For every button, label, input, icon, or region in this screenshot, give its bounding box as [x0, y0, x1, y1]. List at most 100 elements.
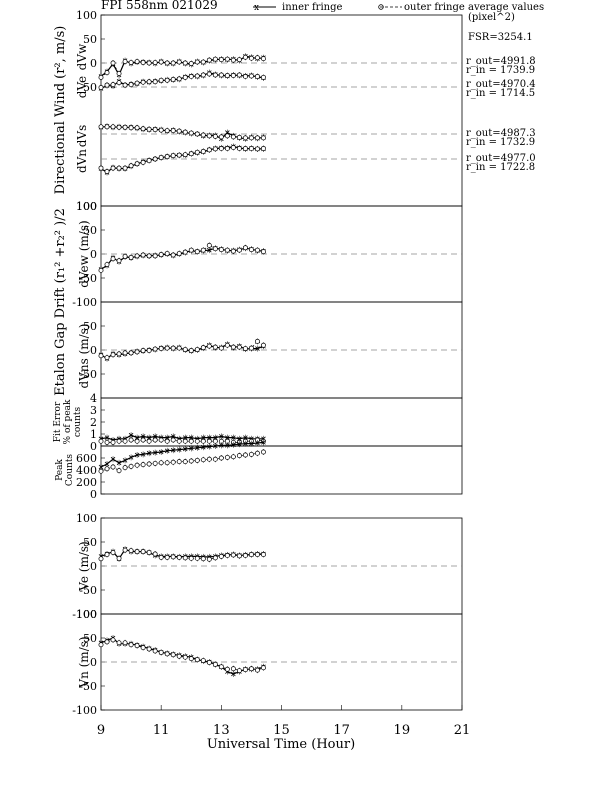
peak-panel-outer-point [194, 457, 200, 463]
ve-panel-ytick-label: 0 [90, 560, 97, 573]
wind-dvw-outer-point [140, 60, 146, 65]
vn-panel-outer-point [110, 637, 116, 643]
wind-dvw-outer-point [248, 55, 254, 61]
dvns-panel-outer-point [104, 355, 110, 361]
fit-error-panel-inner-point [146, 435, 152, 440]
peak-panel-outer-point [116, 468, 122, 474]
dvns-panel-outer-point [110, 352, 116, 358]
wind-panel-ytick-label: 100 [76, 200, 97, 213]
avg-title: average values [468, 2, 544, 13]
dvns-panel-outer-point [230, 344, 236, 350]
peak-panel-inner-point [261, 440, 266, 445]
avg-unit: (pixel^2) [468, 12, 515, 23]
dvew-panel-outer-point [242, 245, 248, 251]
dvns-panel-ytick-label: 0 [90, 344, 97, 357]
wind-dvw-outer-point [98, 74, 104, 80]
ve-panel-outer-point [194, 555, 200, 561]
wind-dvw-outer-point [230, 57, 236, 63]
wind-dve-outer-point [122, 82, 128, 88]
fit-error-panel-outer-point [212, 438, 218, 444]
legend-outer-label: outer fringe [404, 2, 465, 13]
dvns-panel-inner-line [100, 343, 264, 360]
wind-dve-outer-point [158, 77, 164, 83]
dvns-panel-outer-point [152, 346, 158, 352]
wind-dve-outer-point [116, 80, 122, 86]
fit-error-panel-outer-line [100, 439, 264, 443]
wind-dvw-outer-point [110, 60, 116, 66]
dvew-panel-outer-point [224, 247, 230, 253]
peak-panel-inner-point [231, 442, 236, 448]
vn-panel-outer-point [242, 667, 248, 673]
dvns-panel-outer-point [242, 346, 248, 352]
wind-dve-outer-point [254, 73, 260, 79]
fit-error-panel-inner-point [213, 435, 218, 440]
wind-dvn-outer-point [98, 165, 104, 171]
peak-panel-inner-point [170, 447, 176, 453]
dvew-panel-outer-point [182, 249, 188, 255]
fit-error-panel-inner-point [140, 434, 146, 439]
dvew-panel-outer-point [194, 249, 200, 255]
wind-dve-outer-point [188, 73, 194, 79]
wind-dvs-outer-point [146, 126, 152, 132]
peak-panel-inner-point [194, 445, 200, 451]
wind-panel-ytick-label: 100 [76, 9, 97, 22]
peak-panel-outer-point [242, 452, 248, 458]
sublabel-dvw: dVw [75, 43, 89, 70]
wind-dvn-outer-point [134, 161, 140, 167]
ve-panel-ytick-label: 100 [76, 512, 97, 525]
peak-panel-inner-point [213, 443, 218, 449]
wind-dvs-outer-point [248, 135, 254, 141]
peak-panel-inner-point [176, 447, 182, 452]
wind-dve-outer-point [230, 73, 236, 78]
vn-panel-outer-point [146, 646, 152, 652]
peak-panel-outer-point [261, 449, 266, 455]
dvew-panel-outer-point [146, 253, 152, 259]
wind-dvw-outer-line [100, 56, 264, 78]
peak-panel-inner-point [207, 444, 212, 449]
wind-dve-outer-point [242, 73, 248, 79]
fit-error-panel-ytick-label: 3 [90, 404, 97, 417]
wind-dvs-outer-point [110, 124, 116, 130]
peak-panel-outer-point [248, 451, 254, 457]
peak-panel-outer-point [218, 455, 224, 461]
wind-dvn-outer-point [212, 146, 218, 152]
wind-dvw-outer-point [254, 55, 260, 61]
wind-dvw-outer-point [236, 57, 242, 63]
ve-panel-outer-point [230, 552, 236, 558]
dvns-panel-ytick-label: -50 [79, 368, 97, 381]
dvew-panel-outer-point [230, 248, 236, 254]
fit-error-panel-ytick-label: 0 [90, 440, 97, 453]
r-out-ve: r_out=4970.4 [466, 79, 536, 90]
wind-dvn-outer-point [224, 145, 230, 151]
x-axis-label: Universal Time (Hour) [207, 737, 355, 752]
dvew-panel-outer-line [100, 244, 264, 271]
wind-dvs-outer-point [230, 134, 236, 140]
wind-dvn-outer-point [254, 146, 260, 152]
x-tick-label: 15 [273, 723, 290, 738]
dvew-panel-outer-point [152, 253, 158, 259]
dvew-panel-outer-point [254, 247, 260, 253]
wind-dve-outer-point [206, 71, 212, 77]
wind-dve-outer-point [236, 72, 242, 78]
fit-error-ylabel-2: % of peak [63, 399, 73, 444]
x-tick-label: 17 [333, 723, 350, 738]
fit-error-panel-inner-point [182, 435, 188, 440]
ve-panel-outer-point [242, 552, 248, 558]
ve-panel-outer-point [206, 556, 212, 562]
peak-panel-outer-point [128, 463, 134, 469]
dvns-panel-outer-line [100, 340, 264, 359]
vn-panel-outer-point [98, 642, 104, 648]
wind-dvw-outer-point [242, 54, 248, 60]
wind-dve-outer-point [194, 73, 200, 79]
peak-ylabel-1: Peak [55, 459, 65, 481]
dvns-panel-outer-point [188, 348, 194, 353]
peak-panel-outer-point [146, 461, 152, 467]
wind-panel-ytick-label: -50 [79, 81, 97, 94]
peak-panel-inner-point [128, 455, 134, 460]
wind-dve-outer-point [261, 74, 266, 80]
fit-error-panel-ytick-label: 4 [90, 392, 97, 405]
fit-error-panel-outer-point [194, 438, 200, 444]
wind-dve-outer-point [134, 80, 140, 86]
dvew-panel-outer-point [218, 247, 224, 253]
ve-panel-outer-point [218, 553, 224, 559]
